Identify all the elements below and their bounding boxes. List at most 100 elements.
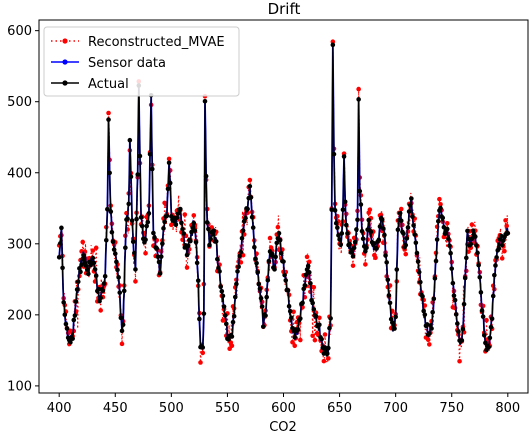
legend-label-reconstructed: Reconstructed_MVAE	[88, 35, 225, 50]
actual-point	[143, 237, 148, 243]
actual-point	[377, 224, 383, 229]
actual-point	[276, 231, 282, 236]
actual-point	[110, 239, 116, 244]
actual-point	[421, 308, 426, 314]
actual-point	[210, 232, 216, 237]
reconstructed-point	[403, 251, 409, 257]
y-axis: 100 200 300 400 500 600	[7, 24, 39, 394]
reconstructed-point	[373, 255, 378, 261]
x-axis-label: CO2	[269, 420, 297, 435]
actual-point	[91, 260, 97, 266]
actual-point	[341, 154, 347, 159]
actual-point	[226, 337, 231, 342]
x-tick-label: 450	[103, 401, 128, 416]
actual-point	[138, 215, 144, 220]
y-tick-label: 600	[7, 24, 32, 39]
legend-marker-actual	[62, 80, 68, 86]
actual-point	[202, 99, 208, 104]
actual-point	[162, 219, 167, 225]
actual-point	[305, 263, 311, 269]
actual-point	[157, 271, 163, 276]
reconstructed-point	[182, 212, 188, 217]
reconstructed-point	[437, 196, 442, 202]
actual-point	[479, 308, 485, 313]
actual-point	[179, 220, 184, 226]
actual-point	[155, 254, 161, 260]
actual-point	[499, 242, 505, 248]
actual-point	[374, 246, 379, 251]
x-tick-label: 400	[47, 401, 72, 416]
actual-point	[127, 137, 133, 143]
actual-point	[326, 345, 331, 351]
actual-point	[93, 273, 99, 279]
actual-point	[469, 236, 475, 242]
actual-point	[364, 245, 369, 250]
actual-point	[285, 288, 291, 293]
reconstructed-point	[119, 341, 125, 347]
actual-point	[74, 287, 80, 292]
actual-point	[62, 312, 68, 318]
reconstructed-point	[469, 222, 475, 227]
actual-point	[243, 215, 248, 221]
y-tick-label: 400	[7, 166, 32, 181]
actual-point	[332, 208, 338, 213]
actual-point	[200, 345, 206, 350]
actual-point	[336, 233, 341, 238]
actual-point	[239, 235, 245, 241]
actual-point	[327, 325, 332, 331]
actual-point	[193, 239, 199, 245]
actual-point	[114, 259, 119, 265]
actual-point	[73, 299, 79, 304]
actual-point	[218, 284, 223, 289]
actual-point	[302, 283, 308, 288]
actual-point	[319, 336, 324, 342]
actual-point	[475, 250, 480, 256]
actual-point	[108, 209, 114, 214]
actual-point	[462, 275, 468, 281]
actual-point	[440, 215, 446, 221]
actual-point	[405, 225, 411, 230]
actual-point	[311, 307, 317, 312]
actual-point	[56, 254, 62, 260]
actual-point	[248, 195, 254, 200]
actual-point	[158, 254, 164, 259]
actual-point	[102, 273, 108, 279]
actual-point	[151, 230, 156, 236]
actual-point	[389, 320, 395, 325]
actual-point	[236, 264, 241, 270]
actual-point	[240, 228, 246, 233]
y-tick-label: 200	[7, 308, 32, 323]
actual-point	[406, 209, 412, 214]
actual-point	[352, 239, 358, 245]
actual-point	[107, 170, 112, 176]
actual-point	[197, 316, 202, 322]
x-tick-label: 500	[159, 401, 184, 416]
x-tick-label: 600	[271, 401, 296, 416]
actual-point	[368, 229, 374, 235]
reconstructed-point	[290, 340, 295, 345]
actual-point	[461, 301, 467, 307]
actual-point	[468, 241, 474, 247]
actual-point	[303, 272, 309, 278]
actual-point	[287, 308, 293, 314]
reconstructed-point	[457, 358, 462, 364]
actual-point	[125, 216, 130, 222]
reconstructed-point	[398, 206, 404, 212]
actual-point	[395, 227, 401, 233]
actual-point	[181, 231, 186, 236]
actual-point	[476, 262, 481, 268]
actual-point	[230, 319, 236, 325]
actual-point	[100, 288, 106, 293]
actual-point	[330, 42, 336, 48]
actual-point	[410, 214, 415, 219]
actual-point	[409, 196, 414, 201]
actual-point	[174, 215, 180, 221]
actual-point	[115, 267, 120, 273]
actual-point	[448, 250, 453, 256]
actual-point	[237, 253, 243, 259]
actual-point	[265, 277, 271, 283]
actual-point	[68, 340, 73, 345]
actual-point	[134, 216, 139, 222]
actual-point	[347, 241, 352, 247]
